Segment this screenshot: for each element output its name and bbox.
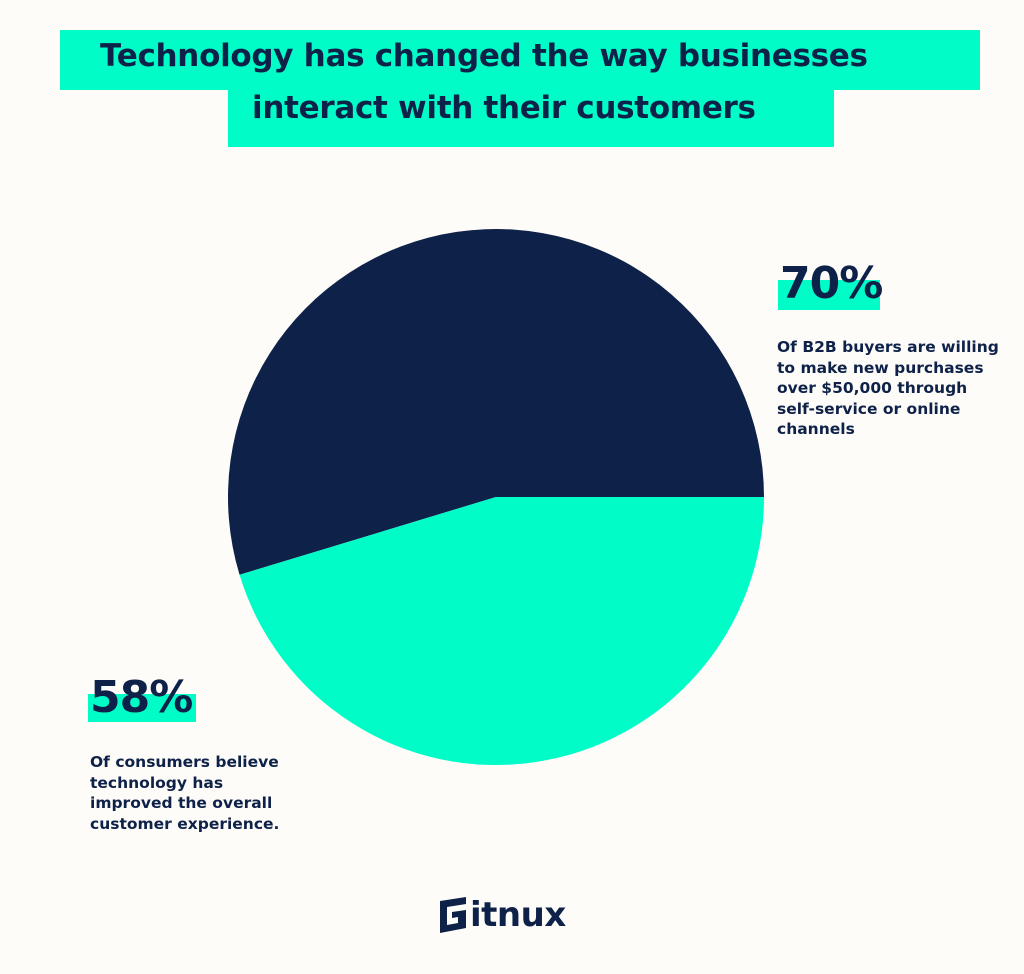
description-consumers: Of consumers believe technology has impr…	[90, 752, 279, 834]
desc-line: channels	[777, 420, 855, 438]
desc-line: to make new purchases	[777, 358, 984, 377]
desc-line: Of consumers believe	[90, 753, 279, 771]
description-b2b: Of B2B buyers are willing to make new pu…	[777, 337, 999, 440]
logo-text: itnux	[470, 895, 566, 935]
title-highlight-1	[60, 30, 980, 90]
desc-line: self-service or online	[777, 399, 961, 418]
desc-line: over $50,000 through	[777, 379, 968, 397]
label-58-percent: 58%	[90, 672, 193, 723]
title-highlight-2	[228, 90, 834, 147]
pie-slice-70	[227, 228, 765, 575]
highlight-58	[88, 694, 196, 722]
highlight-70	[778, 280, 880, 310]
chart-title-line-2: interact with their customers	[252, 90, 756, 126]
gitnux-logo: itnux	[436, 895, 566, 935]
pie-slice-58	[239, 497, 765, 765]
gitnux-logo-icon	[440, 897, 466, 933]
desc-line: technology has	[90, 773, 224, 792]
desc-line: improved the overall	[90, 794, 273, 812]
desc-line: Of B2B buyers are willing	[777, 338, 999, 356]
chart-title-line-1: Technology has changed the way businesse…	[100, 38, 868, 74]
label-70-percent: 70%	[780, 258, 883, 309]
desc-line: customer experience.	[90, 814, 280, 833]
